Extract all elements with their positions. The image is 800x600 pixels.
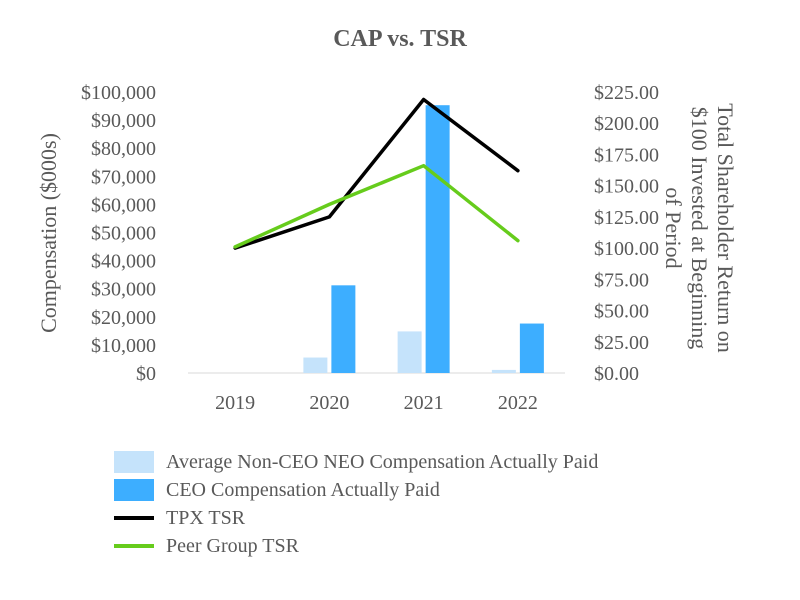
legend-swatch-ceo <box>114 479 154 501</box>
bar-ceo <box>519 323 544 373</box>
left-tick-label: $40,000 <box>91 251 156 273</box>
legend-item-non-ceo: Average Non-CEO NEO Compensation Actuall… <box>114 448 598 476</box>
bar-ceo <box>331 285 356 373</box>
left-tick-label: $0 <box>136 363 156 385</box>
line-layer <box>233 97 520 250</box>
left-axis-label: Compensation ($000s) <box>36 133 61 333</box>
right-tick-label: $175.00 <box>594 144 659 166</box>
left-tick-label: $70,000 <box>91 166 156 188</box>
right-axis-label-line: of Period <box>661 187 686 268</box>
x-tick-label: 2021 <box>404 392 444 414</box>
legend-label-peer-tsr: Peer Group TSR <box>166 534 299 557</box>
legend-label-non-ceo: Average Non-CEO NEO Compensation Actuall… <box>166 450 599 473</box>
legend-item-ceo: CEO Compensation Actually Paid <box>114 476 598 504</box>
right-axis-label-line: $100 Invested at Beginning <box>687 107 712 350</box>
x-axis-ticks: 2019 2020 2021 2022 <box>215 392 538 414</box>
left-tick-label: $30,000 <box>91 279 156 301</box>
right-axis-label-line: Total Shareholder Return on <box>713 103 738 353</box>
legend-label-tpx-tsr: TPX TSR <box>166 506 246 529</box>
left-tick-label: $100,000 <box>81 82 156 104</box>
legend-item-peer-tsr: Peer Group TSR <box>114 532 598 560</box>
bar-non-ceo <box>303 357 328 373</box>
line-tpx-tsr <box>233 97 520 250</box>
legend-label-ceo: CEO Compensation Actually Paid <box>166 478 440 501</box>
bar-ceo <box>425 105 450 373</box>
right-axis-ticks: $0.00 $25.00 $50.00 $75.00 $100.00 $125.00 $15… <box>594 82 659 385</box>
legend: Average Non-CEO NEO Compensation Actuall… <box>114 448 598 560</box>
bar-non-ceo <box>491 369 516 373</box>
legend-swatch-peer-tsr <box>114 544 154 548</box>
left-tick-label: $90,000 <box>91 110 156 132</box>
x-tick-label: 2020 <box>309 392 349 414</box>
right-tick-label: $100.00 <box>594 238 659 260</box>
legend-swatch-tpx-tsr <box>114 516 154 520</box>
bar-layer <box>303 105 544 373</box>
right-tick-label: $25.00 <box>594 332 649 354</box>
right-tick-label: $125.00 <box>594 207 659 229</box>
left-tick-label: $80,000 <box>91 138 156 160</box>
right-axis-label: Total Shareholder Return on$100 Invested… <box>661 103 738 353</box>
right-tick-label: $0.00 <box>594 363 639 385</box>
left-tick-label: $20,000 <box>91 307 156 329</box>
legend-item-tpx-tsr: TPX TSR <box>114 504 598 532</box>
line-peer-tsr <box>233 163 520 249</box>
left-axis-ticks: $0 $10,000 $20,000 $30,000 $40,000 $50,000 $60… <box>81 82 156 385</box>
right-tick-label: $75.00 <box>594 269 649 291</box>
right-tick-label: $225.00 <box>594 82 659 104</box>
x-tick-label: 2019 <box>215 392 255 414</box>
x-tick-label: 2022 <box>498 392 538 414</box>
legend-swatch-non-ceo <box>114 451 154 473</box>
left-tick-label: $60,000 <box>91 194 156 216</box>
right-tick-label: $50.00 <box>594 301 649 323</box>
chart-title: CAP vs. TSR <box>333 26 467 52</box>
left-tick-label: $10,000 <box>91 335 156 357</box>
left-tick-label: $50,000 <box>91 223 156 245</box>
bar-non-ceo <box>397 331 422 373</box>
right-tick-label: $150.00 <box>594 176 659 198</box>
right-tick-label: $200.00 <box>594 113 659 135</box>
